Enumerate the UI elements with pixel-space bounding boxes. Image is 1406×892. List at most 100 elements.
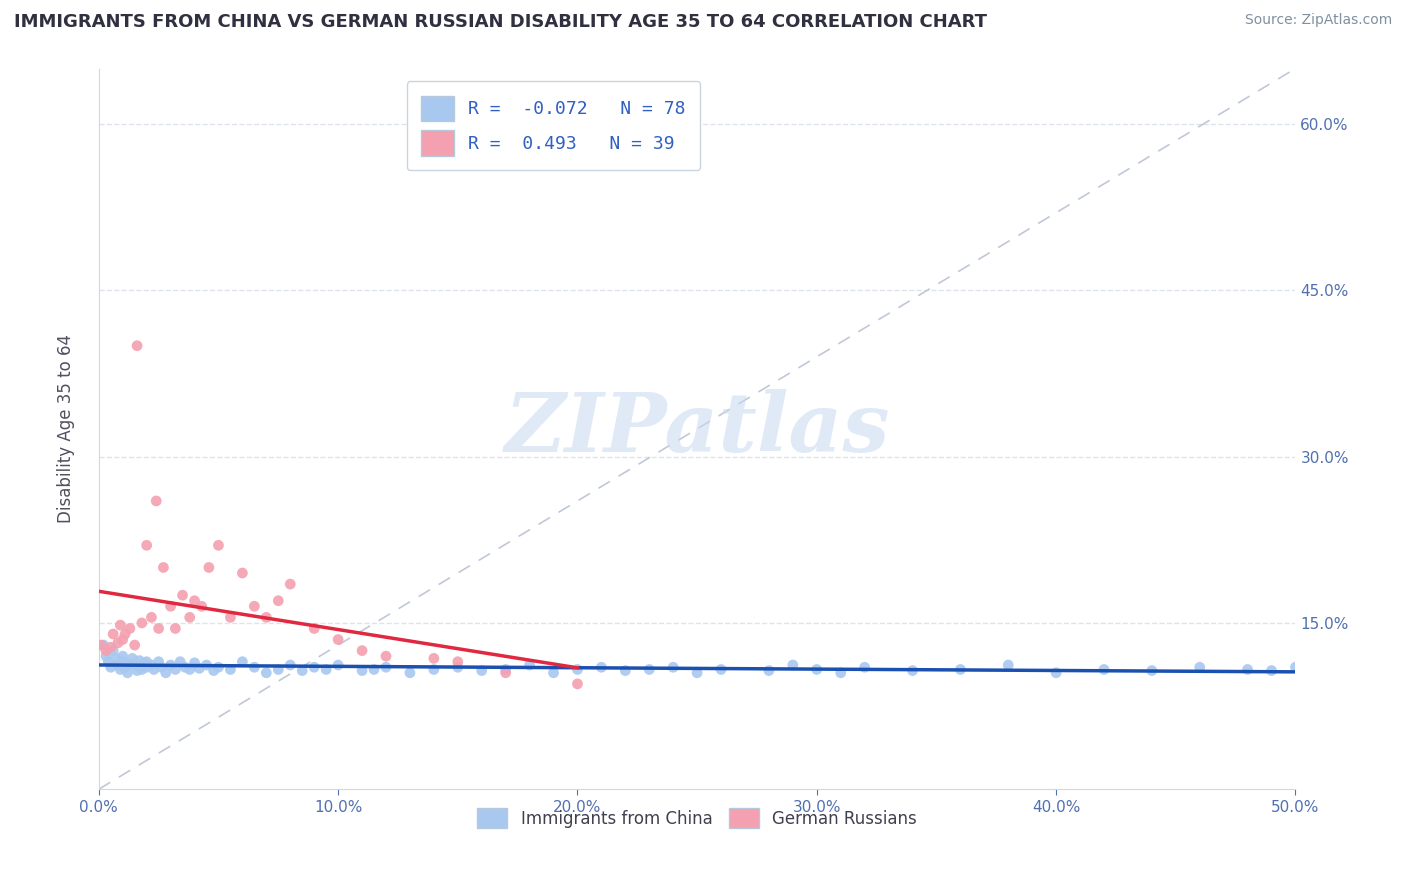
Point (110, 663, 132, 677)
Point (111, 649, 134, 664)
Point (148, 622, 170, 636)
Point (134, 656, 156, 670)
Point (231, 655, 253, 669)
Point (243, 599, 266, 614)
Point (114, 627, 136, 641)
Point (662, 660, 685, 674)
Point (315, 663, 337, 677)
Point (183, 593, 205, 607)
Point (302, 660, 325, 674)
Point (111, 632, 134, 647)
Point (243, 660, 266, 674)
Point (207, 660, 229, 674)
Point (179, 610, 201, 624)
Point (93, 638, 115, 652)
Point (830, 665, 852, 680)
Point (1236, 663, 1258, 677)
Point (142, 663, 165, 677)
Point (94, 649, 117, 664)
Point (141, 658, 163, 673)
Point (165, 663, 187, 677)
Point (152, 560, 174, 574)
Point (107, 658, 129, 673)
Point (131, 615, 153, 630)
Point (124, 658, 146, 673)
Point (202, 664, 225, 678)
Point (155, 665, 177, 680)
Point (219, 663, 242, 677)
Point (121, 651, 143, 665)
Point (125, 339, 148, 353)
Point (188, 661, 211, 675)
Point (1045, 665, 1067, 680)
Point (111, 655, 134, 669)
Point (901, 664, 924, 678)
Point (614, 664, 637, 678)
Point (114, 660, 136, 674)
Point (169, 655, 191, 669)
Point (190, 599, 212, 614)
Point (495, 663, 517, 677)
Point (1260, 664, 1282, 678)
Point (291, 664, 314, 678)
Point (1140, 664, 1163, 678)
Point (110, 618, 132, 632)
Point (135, 660, 157, 674)
Point (638, 663, 661, 677)
Point (423, 663, 446, 677)
Point (135, 655, 157, 669)
Point (447, 655, 470, 669)
Point (1284, 660, 1306, 674)
Point (267, 663, 290, 677)
Y-axis label: Disability Age 35 to 64: Disability Age 35 to 64 (58, 334, 75, 524)
Point (125, 664, 148, 678)
Point (519, 658, 541, 673)
Point (363, 663, 385, 677)
Point (997, 658, 1019, 673)
Point (267, 593, 290, 607)
Point (104, 651, 127, 665)
Point (124, 638, 146, 652)
Point (567, 677, 589, 691)
Point (100, 660, 122, 674)
Point (278, 658, 301, 673)
Point (159, 599, 181, 614)
Point (399, 665, 422, 680)
Point (165, 622, 187, 636)
Text: ZIPatlas: ZIPatlas (505, 389, 890, 469)
Point (183, 656, 205, 670)
Point (495, 665, 517, 680)
Text: Source: ZipAtlas.com: Source: ZipAtlas.com (1244, 13, 1392, 28)
Point (159, 658, 181, 673)
Point (302, 622, 325, 636)
Point (1188, 660, 1211, 674)
Point (352, 643, 374, 657)
Point (375, 649, 398, 664)
Point (174, 660, 197, 674)
Point (278, 577, 301, 591)
Point (949, 663, 972, 677)
Point (117, 665, 139, 680)
Point (254, 610, 277, 624)
Point (128, 654, 150, 668)
Point (148, 655, 170, 669)
Point (806, 663, 828, 677)
Point (591, 660, 613, 674)
Point (853, 660, 876, 674)
Point (1092, 663, 1115, 677)
Point (326, 632, 349, 647)
Point (195, 658, 218, 673)
Point (471, 664, 494, 678)
Point (131, 663, 153, 677)
Point (567, 663, 589, 677)
Text: IMMIGRANTS FROM CHINA VS GERMAN RUSSIAN DISABILITY AGE 35 TO 64 CORRELATION CHAR: IMMIGRANTS FROM CHINA VS GERMAN RUSSIAN … (14, 13, 987, 31)
Point (179, 663, 201, 677)
Point (254, 665, 277, 680)
Point (172, 588, 194, 602)
Point (107, 636, 129, 650)
Point (543, 665, 565, 680)
Point (97, 655, 120, 669)
Point (231, 566, 253, 580)
Point (686, 665, 709, 680)
Point (326, 658, 349, 673)
